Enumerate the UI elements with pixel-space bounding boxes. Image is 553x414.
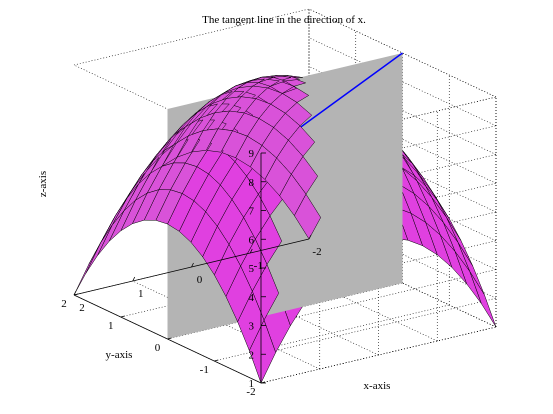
- chart-title: The tangent line in the direction of x.: [202, 14, 366, 26]
- x-tick-mark: [191, 262, 194, 268]
- z-tick-label: 5: [249, 263, 255, 275]
- z-axis-label: z-axis: [37, 171, 49, 197]
- x-axis-label: x-axis: [364, 380, 391, 392]
- y-tick-mark: [120, 315, 125, 318]
- y-tick-label: -1: [200, 364, 209, 376]
- x-tick-label: -2: [312, 246, 321, 258]
- z-tick-label: 6: [249, 234, 255, 246]
- x-tick-mark: [308, 234, 312, 240]
- box-edge: [73, 8, 310, 66]
- z-tick-label: 2: [249, 349, 255, 361]
- wall-gridline-z: [260, 269, 497, 326]
- wall-gridline-z: [260, 326, 497, 384]
- y-tick-mark: [214, 359, 219, 362]
- z-tick-label: 8: [249, 177, 255, 189]
- y-tick-label: 1: [108, 320, 114, 332]
- wall-gridline-z: [260, 297, 497, 355]
- z-tick-label: 3: [249, 321, 255, 333]
- axes: [73, 152, 312, 384]
- surface-face: [73, 242, 101, 296]
- z-tick-label: 9: [249, 148, 255, 160]
- surface-face: [85, 224, 113, 274]
- y-tick-label: -2: [246, 386, 255, 398]
- x-tick-mark: [249, 248, 253, 254]
- surface: [73, 52, 497, 384]
- x-tick-label: -1: [254, 260, 263, 272]
- tick-labels: 2 1 0 -1 -2 -2 -1 0 1 2 1 2 3 4 5 6 7 8 9: [61, 148, 321, 398]
- y-tick-mark: [167, 337, 172, 340]
- surface-face: [97, 210, 125, 256]
- floor-gridline-y: [214, 304, 450, 362]
- z-tick-label: 1: [249, 378, 255, 390]
- x-tick-label: 0: [197, 274, 203, 286]
- x-tick-mark: [73, 290, 77, 296]
- y-tick-label: 0: [155, 342, 161, 354]
- x-tick-label: 1: [138, 288, 144, 300]
- z-tick-label: 4: [249, 292, 255, 304]
- y-axis-label: y-axis: [106, 349, 133, 361]
- y-tick-mark: [73, 293, 79, 296]
- x-tick-mark: [132, 276, 136, 282]
- y-tick-label: 2: [61, 298, 67, 310]
- z-tick-label: 7: [249, 206, 255, 218]
- x-tick-label: 2: [79, 302, 85, 314]
